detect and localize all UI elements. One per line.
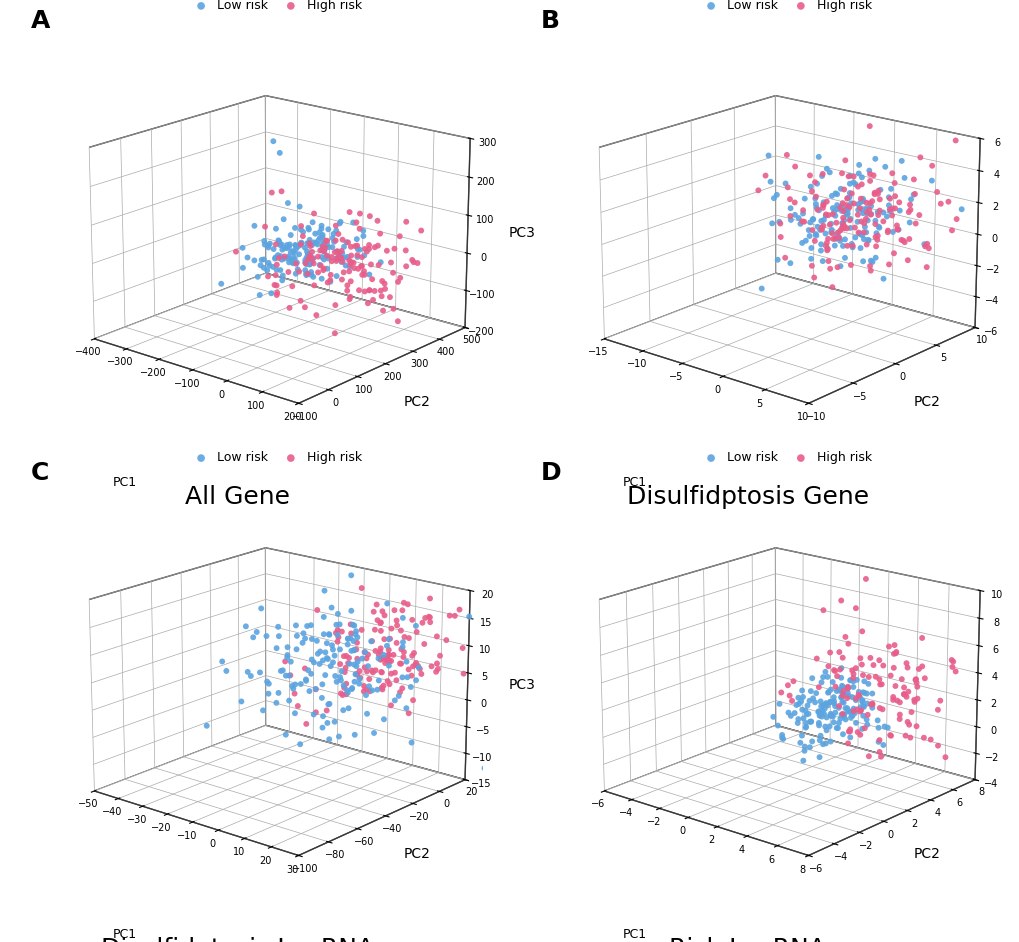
Y-axis label: PC2: PC2 bbox=[913, 395, 940, 409]
Text: All Gene: All Gene bbox=[185, 485, 290, 509]
Legend: Low risk, High risk: Low risk, High risk bbox=[693, 447, 876, 469]
Legend: Low risk, High risk: Low risk, High risk bbox=[693, 0, 876, 17]
Text: D: D bbox=[540, 462, 560, 485]
Text: Risk LncRNA: Risk LncRNA bbox=[668, 937, 825, 942]
Y-axis label: PC2: PC2 bbox=[404, 395, 430, 409]
Legend: Low risk, High risk: Low risk, High risk bbox=[183, 0, 367, 17]
Y-axis label: PC2: PC2 bbox=[913, 847, 940, 861]
Legend: Low risk, High risk: Low risk, High risk bbox=[183, 447, 367, 469]
Text: B: B bbox=[540, 9, 559, 33]
Text: Disulfidptosis LncRNA: Disulfidptosis LncRNA bbox=[101, 937, 374, 942]
Text: PC1: PC1 bbox=[623, 928, 647, 941]
Text: C: C bbox=[31, 462, 49, 485]
Text: PC1: PC1 bbox=[623, 476, 647, 489]
Text: Disulfidptosis Gene: Disulfidptosis Gene bbox=[627, 485, 868, 509]
Y-axis label: PC2: PC2 bbox=[404, 847, 430, 861]
Text: PC1: PC1 bbox=[113, 928, 138, 941]
Text: PC1: PC1 bbox=[113, 476, 138, 489]
Text: A: A bbox=[31, 9, 50, 33]
